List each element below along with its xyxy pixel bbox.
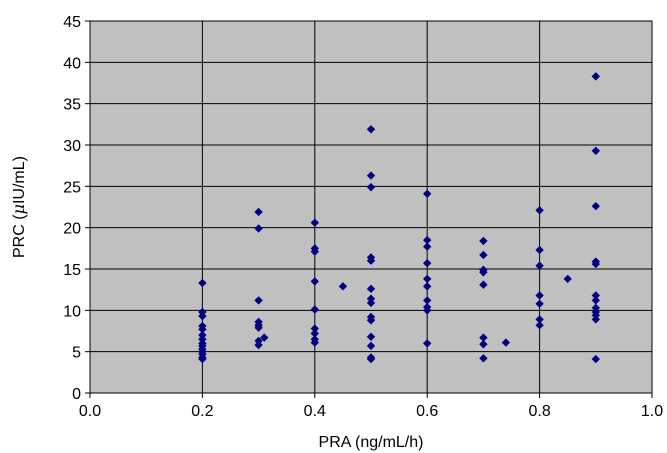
x-tick-label: 0.8 [528, 403, 550, 420]
data-point [591, 72, 600, 81]
y-tick-label: 0 [72, 386, 81, 403]
data-point [591, 146, 600, 155]
data-point [479, 268, 488, 277]
data-point [591, 354, 600, 364]
y-tick-label: 20 [63, 221, 81, 238]
data-point [198, 278, 207, 288]
data-point [591, 259, 600, 269]
data-point [423, 282, 432, 291]
y-tick-label: 5 [72, 345, 81, 362]
data-point [198, 354, 207, 364]
x-tick-label: 0.2 [191, 403, 213, 420]
y-tick-label: 30 [63, 138, 81, 155]
data-point [479, 236, 488, 246]
data-point [535, 245, 544, 255]
data-point [423, 259, 432, 268]
data-point [591, 315, 600, 324]
data-point [260, 333, 269, 342]
x-tick-label: 0.6 [416, 403, 438, 420]
data-point [591, 201, 600, 211]
data-point [423, 339, 432, 348]
x-axis-ticks: 0.0 0.2 0.4 0.6 0.8 1.0 [79, 393, 663, 420]
data-point [254, 340, 263, 350]
data-point [198, 325, 207, 334]
data-point [366, 125, 376, 134]
data-point [310, 247, 319, 256]
data-point [423, 189, 432, 198]
data-point [310, 218, 319, 227]
plot-border [89, 20, 653, 394]
data-point [310, 338, 319, 347]
data-point [366, 354, 376, 364]
data-point [254, 224, 263, 233]
data-point [310, 277, 319, 286]
data-point [423, 274, 432, 284]
data-point [479, 354, 488, 363]
x-axis-title: PRA (ng/mL/h) [319, 434, 424, 451]
y-tick-label: 25 [63, 179, 81, 196]
y-tick-label: 15 [63, 262, 81, 279]
x-tick-label: 0.0 [79, 403, 101, 420]
data-point [366, 171, 376, 180]
y-axis-ticks: 0 5 10 15 20 25 30 35 40 45 [63, 14, 90, 403]
data-point [366, 284, 376, 294]
data-point [479, 333, 488, 342]
plot-area [90, 21, 652, 393]
data-point [479, 340, 488, 349]
data-point [366, 298, 376, 308]
data-point [535, 299, 544, 308]
y-tick-label: 40 [63, 55, 81, 72]
data-point [254, 323, 263, 332]
data-point [254, 207, 263, 217]
y-tick-label: 35 [63, 97, 81, 114]
data-point [423, 306, 432, 315]
data-point [423, 296, 432, 305]
data-point [423, 242, 432, 251]
data-point [338, 282, 348, 291]
y-tick-label: 10 [63, 303, 81, 320]
data-point [254, 296, 263, 305]
data-point [366, 341, 376, 351]
y-axis-title-prefix: PRC ( [11, 214, 28, 258]
data-point [591, 296, 600, 305]
data-point [535, 261, 544, 270]
data-point [310, 305, 319, 314]
data-point [535, 291, 544, 300]
data-point [479, 280, 488, 289]
data-point [501, 338, 511, 347]
data-point [591, 291, 600, 300]
data-point [479, 250, 488, 260]
y-tick-label: 45 [63, 14, 81, 31]
data-point [310, 329, 319, 338]
data-point [423, 235, 432, 245]
data-point [535, 321, 544, 330]
x-tick-label: 0.4 [304, 403, 326, 420]
data-points [198, 72, 600, 364]
data-point [563, 274, 572, 284]
data-point [535, 315, 544, 324]
data-point [366, 316, 376, 325]
x-tick-label: 1.0 [641, 403, 663, 420]
y-axis-title-mu: μ [9, 204, 28, 214]
y-axis-title-suffix: IU/mL) [11, 156, 28, 204]
data-point [535, 206, 544, 215]
data-point [366, 332, 376, 341]
y-axis-title: PRC (μIU/mL) [9, 156, 28, 258]
data-point [366, 182, 376, 192]
data-point [310, 324, 319, 333]
data-point [198, 311, 207, 321]
data-point [366, 256, 376, 265]
